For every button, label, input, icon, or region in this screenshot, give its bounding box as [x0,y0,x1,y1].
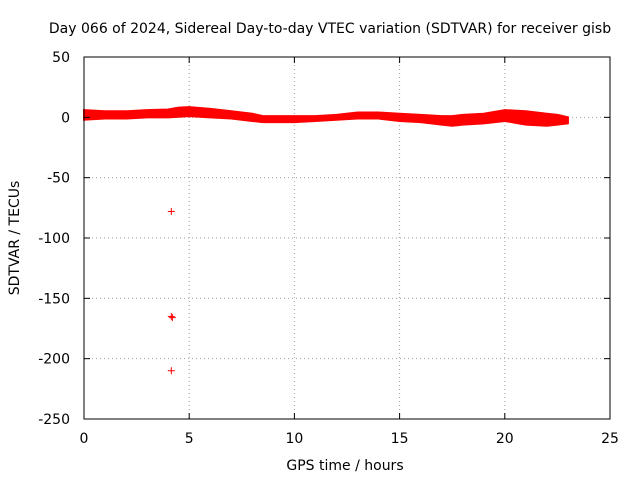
sdtvar-data-band [83,106,569,127]
y-tick-label: -100 [38,231,70,247]
tick-layer: 0 5 10 15 20 25 50 0 -50 -100 -150 -200 -250 [38,50,619,447]
y-tick-label: -250 [38,412,70,428]
outlier-point [167,367,175,375]
outlier-point [167,207,175,215]
x-tick-label: 15 [391,431,409,447]
x-tick-label: 0 [80,431,89,447]
y-tick-label: -50 [47,171,70,187]
x-tick-label: 5 [185,431,194,447]
chart-title: Day 066 of 2024, Sidereal Day-to-day VTE… [49,21,611,37]
outlier-point [167,312,175,320]
y-tick-label: 0 [61,110,70,126]
data-layer [83,106,569,375]
y-tick-label: -200 [38,352,70,368]
x-axis-label: GPS time / hours [286,458,403,474]
x-tick-label: 20 [496,431,514,447]
x-tick-label: 25 [601,431,619,447]
y-tick-label: 50 [52,50,70,66]
outlier-point [168,314,176,322]
x-tick-label: 10 [285,431,303,447]
y-axis-label: SDTVAR / TECUs [7,181,23,296]
y-tick-label: -150 [38,291,70,307]
